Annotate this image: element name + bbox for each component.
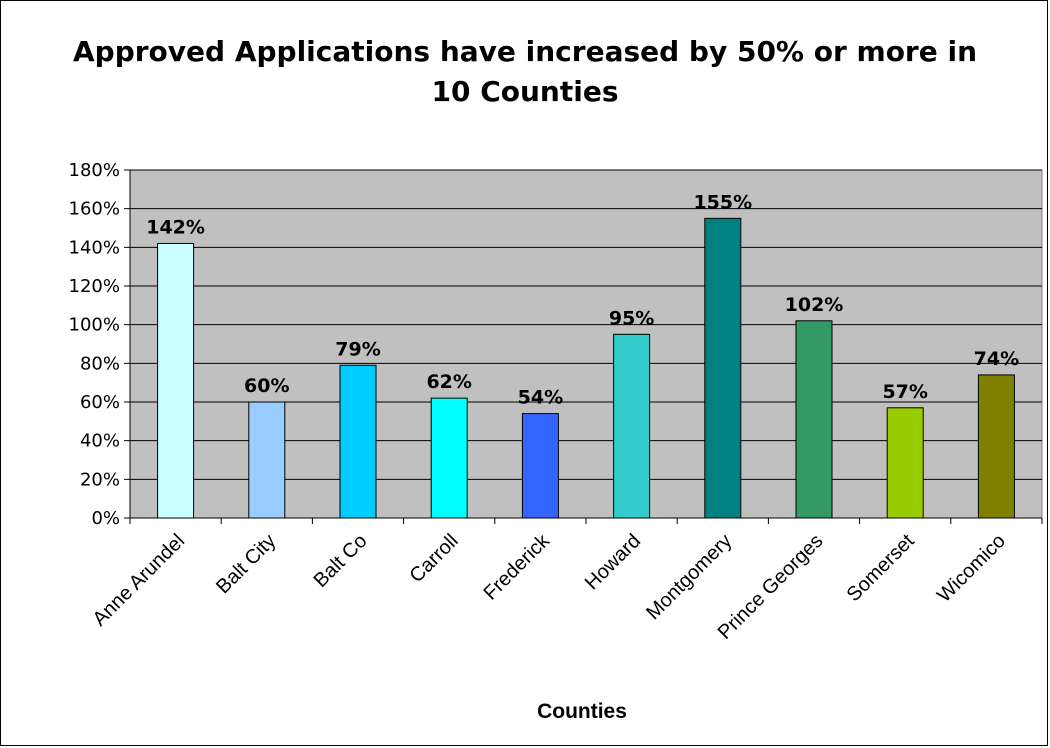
bar-somerset [886,407,924,519]
bar-wicomico [977,374,1015,519]
x-tick-label: Balt Co [310,530,372,592]
y-tick-label: 120% [69,276,120,297]
data-label: 57% [882,381,927,403]
bar-balt-city [248,401,286,519]
x-axis-title: Counties [537,700,627,723]
x-tick-label: Balt City [212,530,280,598]
data-label: 54% [518,387,563,409]
data-label: 60% [244,375,289,397]
x-tick-label: Howard [581,530,645,594]
y-tick-label: 80% [80,353,120,374]
data-label: 95% [609,307,654,329]
x-tick-label: Somerset [843,530,919,606]
y-tick-label: 160% [69,199,120,220]
bar-prince-georges [795,320,833,519]
bars [157,217,1015,519]
y-tick-label: 0% [91,508,120,529]
x-tick-labels: Anne Arundel Balt City Balt Co Carroll Frede… [89,529,1010,644]
data-label: 79% [335,338,380,360]
bar-balt-co [339,364,377,519]
y-tick-label: 100% [69,315,120,336]
data-label: 102% [785,294,844,316]
y-tick-label: 140% [69,237,120,258]
data-label: 155% [693,191,752,213]
y-tick-label: 180% [69,160,120,181]
bar-frederick [521,413,559,519]
y-tick-labels: 0% 20% 40% 60% 80% 100% 120% 140% 160% 180% [69,160,120,529]
x-tick-label: Frederick [479,529,554,604]
data-label: 62% [426,371,471,393]
data-labels: 142% 60% 79% 62% 54% 95% 155% 102% 57% 74% [146,191,1019,408]
y-tick-label: 20% [80,469,120,490]
bar-anne-arundel [157,242,195,519]
x-tick-label: Wicomico [933,530,1010,607]
chart-title: Approved Applications have increased by … [72,35,978,108]
bar-montgomery [704,217,742,519]
axes [124,169,1043,524]
data-label: 142% [146,216,205,238]
bar-howard [613,333,651,519]
y-tick-label: 60% [80,392,120,413]
data-label: 74% [974,348,1019,370]
x-tick-label: Montgomery [642,530,736,624]
y-tick-label: 40% [80,431,120,452]
x-tick-label: Carroll [406,530,463,587]
bar-carroll [430,397,468,519]
x-tick-label: Anne Arundel [89,530,189,630]
